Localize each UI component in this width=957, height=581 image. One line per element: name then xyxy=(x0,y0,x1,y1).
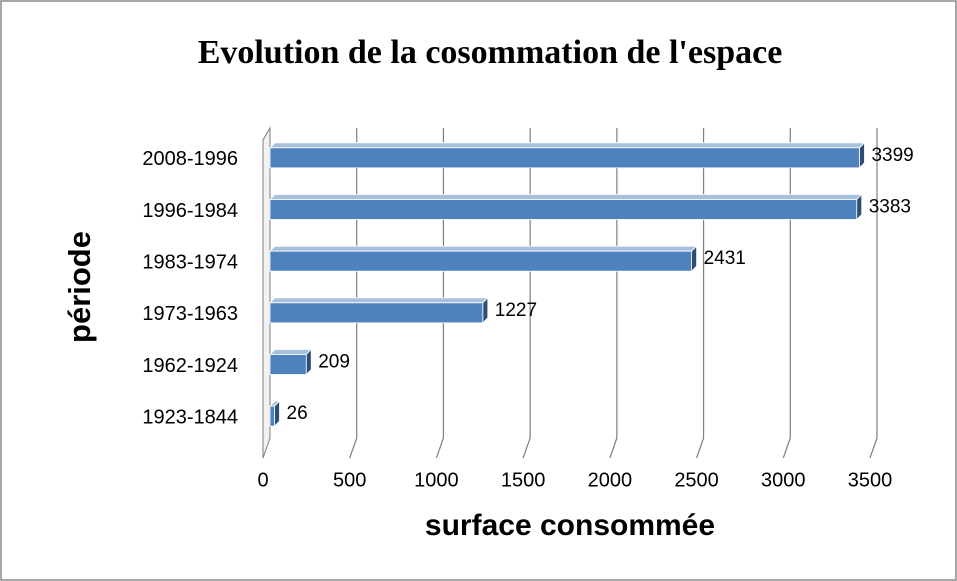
data-label: 1227 xyxy=(495,300,537,321)
y-tick-label: 1973-1963 xyxy=(142,303,238,325)
bar-end xyxy=(274,400,280,428)
y-tick-label: 1996-1984 xyxy=(142,200,238,222)
bar-top xyxy=(269,349,313,355)
grid-line xyxy=(522,128,531,459)
bar xyxy=(269,405,275,427)
data-label: 2431 xyxy=(704,248,746,269)
bar xyxy=(269,354,307,375)
x-tick-label: 3000 xyxy=(761,469,806,491)
bar-end xyxy=(859,141,865,169)
y-tick-label: 1962-1924 xyxy=(142,355,238,377)
x-tick-label: 0 xyxy=(257,469,268,491)
grid-line xyxy=(869,128,878,459)
grid-line xyxy=(609,128,618,459)
data-label: 26 xyxy=(287,403,308,424)
bar-top xyxy=(269,142,866,149)
bar xyxy=(269,199,858,220)
bar-end xyxy=(856,193,863,221)
x-tick-label: 500 xyxy=(333,469,366,491)
data-label: 3383 xyxy=(869,197,911,218)
y-tick-label: 1983-1974 xyxy=(142,251,238,273)
x-tick-label: 2000 xyxy=(588,469,633,491)
x-tick-label: 3500 xyxy=(848,469,893,491)
data-label: 3399 xyxy=(871,145,913,166)
x-tick-label: 1500 xyxy=(501,469,546,491)
grid-line xyxy=(435,128,445,459)
bar xyxy=(269,250,693,272)
x-tick-label: 1000 xyxy=(414,469,459,491)
y-tick-label: 2008-1996 xyxy=(142,148,238,170)
grid-line xyxy=(349,128,358,459)
x-axis-title: surface consommée xyxy=(425,509,715,542)
bar-end xyxy=(305,348,312,376)
y-axis-title: période xyxy=(62,231,97,343)
bar-end xyxy=(691,245,698,273)
data-label: 209 xyxy=(318,352,350,373)
grid-line xyxy=(782,128,791,459)
bar-top xyxy=(269,194,863,200)
grid-line xyxy=(696,128,705,459)
bar xyxy=(269,147,860,169)
chart-title: Evolution de la cosommation de l'espace xyxy=(198,34,783,71)
bar-top xyxy=(269,245,698,252)
y-tick-label: 1923-1844 xyxy=(142,406,238,428)
bar-end xyxy=(482,296,489,324)
side-wall xyxy=(262,126,271,459)
x-tick-label: 2500 xyxy=(674,469,719,491)
bar-top xyxy=(269,297,489,304)
bar xyxy=(269,302,484,324)
